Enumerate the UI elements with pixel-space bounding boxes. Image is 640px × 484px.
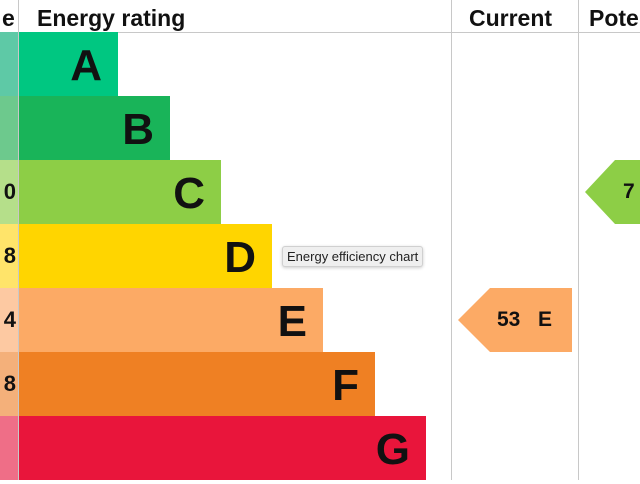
current-rating-band: E [538, 308, 553, 331]
score-range-d: 8 [0, 224, 18, 288]
rating-letter: C [173, 169, 205, 218]
rating-letter: A [70, 41, 102, 90]
current-header: Current [469, 5, 553, 31]
energy-rating-header: Energy rating [37, 5, 186, 31]
score-range-label: 4 [3, 307, 16, 332]
score-range-b [0, 96, 18, 160]
rating-bar-f: F [19, 352, 375, 416]
potential-rating-arrow: 7 [585, 160, 640, 224]
potential-header: Pote [589, 5, 639, 31]
score-range-label: 8 [3, 371, 16, 396]
rating-bar-e: E [19, 288, 323, 352]
tooltip: Energy efficiency chart [282, 246, 424, 267]
rating-letter: D [224, 233, 256, 282]
potential-rating-value: 7 [623, 180, 635, 203]
score-range-label: 0 [3, 179, 16, 204]
score-range-c: 0 [0, 160, 18, 224]
current-rating-arrow: 53 E [458, 288, 572, 352]
rating-bar-g: G [19, 416, 426, 480]
column-divider [451, 0, 452, 480]
score-range-g [0, 416, 18, 480]
score-range-a [0, 32, 18, 96]
rating-letter: E [277, 297, 307, 346]
rating-bar-d: D [19, 224, 272, 288]
rating-letter: G [375, 425, 410, 474]
rating-letter: F [332, 361, 359, 410]
rating-bar-b: B [19, 96, 170, 160]
rating-letter: B [122, 105, 154, 154]
score-range-label: 8 [3, 243, 16, 268]
score-header: e [2, 5, 15, 31]
rating-bar-c: C [19, 160, 221, 224]
rating-bar-a: A [19, 32, 118, 96]
column-divider [18, 0, 19, 480]
header-divider [0, 32, 640, 33]
score-range-e: 4 [0, 288, 18, 352]
column-divider [578, 0, 579, 480]
score-range-f: 8 [0, 352, 18, 416]
current-rating-value: 53 [497, 308, 521, 331]
